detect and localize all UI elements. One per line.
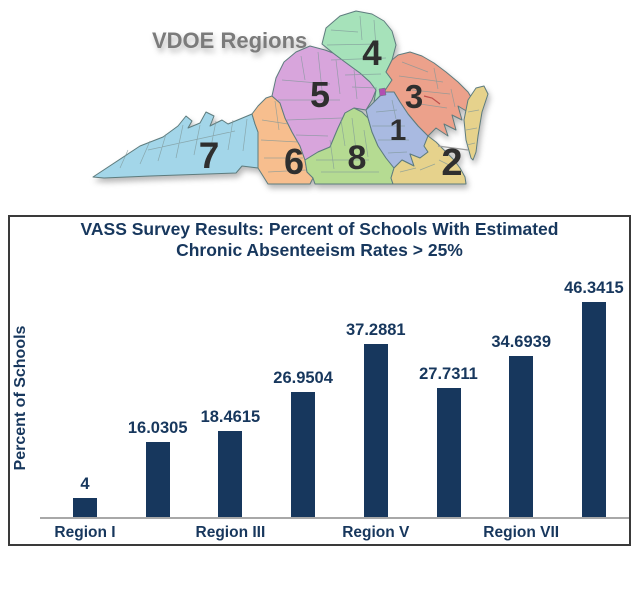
county-lines (119, 15, 480, 173)
chart-title-line1: VASS Survey Results: Percent of Schools … (80, 219, 559, 239)
data-label-region-ii: 16.0305 (127, 419, 188, 437)
vdoe-regions-map: VDOE Regions 1 2 3 4 5 6 7 8 (92, 10, 489, 185)
region-8-label: 8 (348, 139, 367, 177)
x-tick-region-vii: Region VII (483, 524, 560, 541)
bar-region-vi (436, 388, 461, 517)
plot-area: 4 Region I 16.0305 18.4615 Region III 26.9504… (10, 217, 629, 544)
region-7-shape (92, 111, 259, 179)
region-4-label: 4 (362, 34, 382, 73)
bay-bridge-line (437, 145, 469, 151)
region-6-label: 6 (284, 141, 304, 182)
data-label-region-iii: 18.4615 (200, 408, 261, 426)
region-2-label: 2 (441, 142, 462, 184)
data-label-region-i: 4 (80, 475, 90, 493)
bar-region-vii (509, 356, 534, 517)
data-label-region-vi: 27.7311 (419, 365, 478, 383)
region-2-eastern-shore-shape (463, 85, 489, 161)
data-label-region-vii: 34.6939 (491, 333, 552, 351)
data-label-region-v: 37.2881 (345, 321, 406, 339)
data-label-region-iv: 26.9504 (273, 369, 333, 387)
data-label-region-viii: 46.3415 (564, 279, 624, 297)
chart-title-line2: Chronic Absenteeism Rates > 25% (176, 239, 463, 260)
bar-region-i (73, 498, 97, 517)
bar-region-viii (581, 302, 606, 517)
region-2-shape (390, 135, 467, 185)
map-road-accent (423, 95, 441, 105)
region-5-label: 5 (310, 74, 330, 115)
x-tick-region-iii: Region III (195, 524, 266, 541)
region-7-label: 7 (199, 135, 220, 176)
x-tick-region-v: Region V (342, 524, 410, 541)
chart-box: VASS Survey Results: Percent of Schools … (8, 215, 631, 546)
map-enclave-dot (378, 87, 387, 97)
x-tick-region-i: Region I (54, 524, 116, 541)
map-heading: VDOE Regions (152, 28, 307, 53)
bar-region-iii (218, 431, 243, 517)
region-1-label: 1 (390, 114, 407, 147)
bar-region-ii (145, 442, 170, 517)
bar-region-iv (291, 392, 316, 517)
region-5-shape (271, 45, 377, 161)
region-3-label: 3 (405, 78, 423, 115)
chart-title: VASS Survey Results: Percent of Schools … (10, 219, 629, 260)
x-axis-line (40, 517, 629, 519)
bar-region-v (363, 344, 388, 517)
